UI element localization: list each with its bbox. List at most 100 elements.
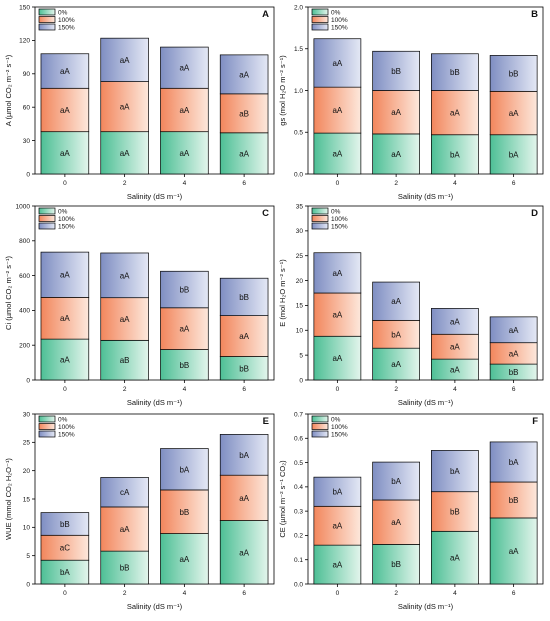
legend: 0%100%150%: [311, 415, 348, 438]
x-tick-label: 0: [63, 590, 67, 597]
legend: 0%100%150%: [38, 207, 75, 230]
bar-segment-100pct: [219, 474, 269, 521]
y-tick-label: 0.2: [294, 533, 303, 540]
significance-label: aA: [120, 103, 130, 112]
significance-label: aC: [60, 544, 70, 553]
legend-entry: 0%: [331, 9, 341, 16]
legend-swatch: [38, 222, 56, 230]
x-tick-label: 0: [336, 180, 340, 187]
legend-swatch: [38, 415, 56, 423]
significance-label: aA: [179, 149, 189, 158]
bar-segment-0pct: [219, 132, 269, 175]
y-tick-label: 2.0: [294, 4, 303, 11]
x-tick-label: 6: [512, 386, 516, 393]
significance-label: aA: [239, 332, 249, 341]
significance-label: aA: [391, 360, 401, 369]
chart-panel-b: 0.0 0.5 1.0 1.5 2.0 0 aA aA aA 2 aA aA bB 4 bA aA bB 6 bA a…: [278, 4, 544, 201]
significance-label: bB: [120, 564, 130, 573]
y-tick-label: 200: [19, 343, 30, 350]
bar-segment-150pct: [313, 476, 362, 507]
y-tick-label: 120: [19, 38, 30, 45]
legend-swatch: [311, 222, 329, 230]
significance-label: aA: [391, 518, 401, 527]
bar-segment-150pct: [431, 450, 479, 493]
significance-label: aA: [509, 109, 519, 118]
y-axis-label: gs (mol H₂O m⁻² s⁻¹): [278, 55, 287, 126]
bar-segment-0pct: [489, 517, 538, 585]
legend-entry: 150%: [331, 431, 348, 438]
bar-segment-0pct: [160, 349, 209, 381]
significance-label: bA: [60, 568, 70, 577]
x-tick-label: 2: [394, 180, 398, 187]
significance-label: bA: [391, 477, 401, 486]
x-axis-label: Salinity (dS m⁻¹): [398, 192, 454, 201]
x-tick-label: 0: [336, 590, 340, 597]
bar-segment-150pct: [372, 50, 420, 91]
y-tick-label: 30: [23, 411, 31, 418]
legend-entry: 150%: [331, 223, 348, 230]
significance-label: aA: [239, 494, 249, 503]
y-tick-label: 60: [23, 105, 31, 112]
significance-label: bB: [509, 368, 519, 377]
significance-label: aA: [450, 343, 460, 352]
legend-swatch: [311, 23, 329, 31]
bar-segment-150pct: [40, 512, 90, 536]
significance-label: aA: [179, 64, 189, 73]
legend-swatch: [38, 215, 56, 222]
bar-segment-100pct: [489, 90, 538, 136]
significance-label: bB: [450, 68, 460, 77]
significance-label: aA: [239, 149, 249, 158]
significance-label: aA: [60, 356, 70, 365]
significance-label: aA: [60, 149, 70, 158]
bar-segment-0pct: [313, 544, 362, 585]
x-axis-label: Salinity (dS m⁻¹): [127, 602, 183, 611]
significance-label: aA: [60, 314, 70, 323]
x-tick-label: 0: [63, 386, 67, 393]
bar-segment-0pct: [100, 339, 149, 381]
y-tick-label: 0.6: [294, 436, 303, 443]
legend-entry: 0%: [58, 9, 68, 16]
legend-swatch: [38, 207, 56, 215]
significance-label: aA: [179, 555, 189, 564]
significance-label: aA: [450, 109, 460, 118]
x-tick-label: 0: [336, 386, 340, 393]
significance-label: aA: [332, 354, 342, 363]
legend-swatch: [38, 423, 56, 430]
chart-panel-d: 0 5 10 15 20 25 30 35 0 aA aA aA 2 aA bA aA 4 aA aA aA 6 bB aA…: [278, 203, 544, 407]
bar-segment-100pct: [160, 489, 209, 534]
significance-label: bB: [179, 361, 189, 370]
bar-segment-150pct: [313, 38, 362, 88]
bar-segment-0pct: [431, 134, 479, 175]
bar-segment-0pct: [219, 520, 269, 585]
y-tick-label: 0: [26, 171, 30, 178]
panel-letter: E: [263, 416, 269, 427]
legend-entry: 0%: [58, 416, 68, 423]
bar-segment-0pct: [100, 550, 149, 585]
legend: 0%100%150%: [311, 8, 348, 31]
y-tick-label: 5: [299, 352, 303, 359]
significance-label: aB: [239, 109, 249, 118]
significance-label: aB: [120, 356, 130, 365]
significance-label: aA: [332, 311, 342, 320]
significance-label: bB: [60, 520, 70, 529]
bar-segment-100pct: [372, 90, 420, 135]
legend-entry: 100%: [331, 424, 348, 431]
chart-panel-c: 0 200 400 600 800 1000 0 aA aA aA 2 aB aA aA 4 bB aA bB 6 b…: [4, 203, 275, 407]
significance-label: bB: [179, 286, 189, 295]
significance-label: aA: [60, 271, 70, 280]
significance-label: aA: [332, 150, 342, 159]
y-tick-label: 0.5: [294, 460, 303, 467]
y-tick-label: 150: [19, 4, 30, 11]
bar-segment-100pct: [372, 499, 420, 545]
x-tick-label: 6: [512, 590, 516, 597]
panel-letter: F: [532, 416, 538, 427]
bar-segment-0pct: [431, 530, 479, 585]
significance-label: aA: [120, 315, 130, 324]
panel-letter: D: [531, 208, 538, 219]
bar-segment-150pct: [219, 434, 269, 476]
chart-panel-e: 0 5 10 15 20 25 30 0 bA aC bB 2 bB aA cA 4 aA bB bA 6 aA aA bA…: [4, 411, 275, 611]
y-tick-label: 15: [296, 303, 304, 310]
bar-segment-150pct: [160, 270, 209, 309]
legend-entry: 150%: [331, 24, 348, 31]
y-axis-label: CE (µmol m⁻² s⁻¹ CO₂): [278, 460, 287, 538]
